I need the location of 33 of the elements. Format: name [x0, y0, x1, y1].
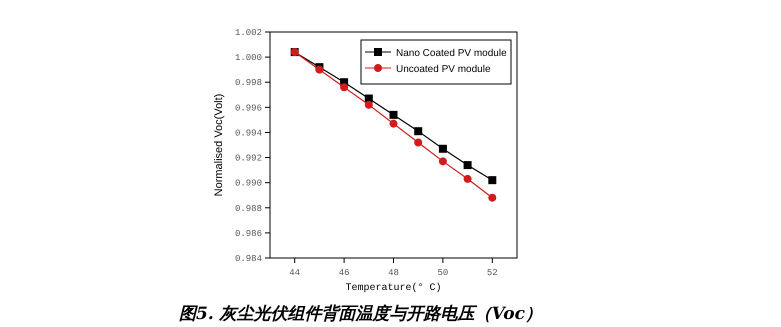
- y-tick-label: 0.998: [234, 78, 262, 88]
- y-axis-title: Normalised Voc(Volt): [213, 94, 225, 196]
- point: [464, 161, 472, 170]
- point: [414, 138, 422, 146]
- point: [438, 144, 447, 153]
- x-axis-title: Temperature(° C): [345, 282, 442, 294]
- y-tick-label: 0.984: [234, 254, 262, 264]
- legend-label: Uncoated PV module: [396, 64, 491, 75]
- x-tick-label: 52: [486, 268, 498, 278]
- y-tick-label: 0.992: [234, 154, 262, 164]
- point: [464, 174, 472, 183]
- y-tick-label: 0.986: [234, 228, 262, 239]
- y-tick-label: 1.000: [234, 53, 262, 64]
- y-tick-label: 0.996: [234, 103, 262, 114]
- point: [438, 157, 447, 166]
- point: [488, 194, 496, 202]
- text: 图5. 灰尘光伏组件背面温度与开路电压（Voc）: [179, 304, 542, 324]
- point: [414, 127, 422, 136]
- point: [364, 100, 373, 109]
- y-tick-label: 0.988: [234, 204, 262, 214]
- y-tick-label: 1.002: [234, 28, 262, 38]
- x-tick-label: 48: [388, 268, 399, 278]
- point: [340, 83, 348, 92]
- y-tick-label: 0.994: [234, 128, 262, 138]
- x-tick-label: 50: [437, 268, 448, 278]
- point: [390, 120, 398, 128]
- point: [390, 110, 398, 119]
- x-tick-label: 44: [289, 268, 300, 278]
- legend-label: Nano Coated PV module: [396, 48, 508, 59]
- point: [488, 176, 496, 184]
- y-tick-label: 0.990: [234, 178, 262, 189]
- point: [315, 66, 324, 74]
- x-tick-label: 46: [338, 268, 350, 278]
